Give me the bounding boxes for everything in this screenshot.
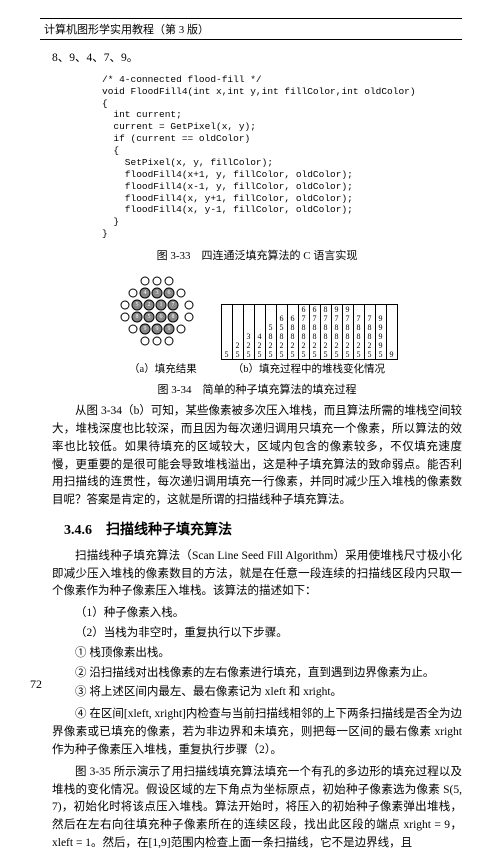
svg-text:4: 4 <box>143 290 146 296</box>
para-3: 图 3-35 所示演示了用扫描线填充算法填充一个有孔的多边形的填充过程以及堆栈的… <box>52 764 462 853</box>
dots-grid-svg: 4 3 6 5 2 1 7 8 5 6 8 9 9 9 <box>117 273 197 353</box>
book-title: 计算机图形学实用教程（第 3 版） <box>40 21 462 37</box>
svg-text:3: 3 <box>155 290 158 296</box>
svg-text:1: 1 <box>159 302 162 308</box>
list-item: （1）种子像素入栈。 <box>52 605 462 623</box>
stack-diagram: 5525235245285528565288652887652887652887… <box>221 304 398 360</box>
svg-text:9: 9 <box>167 326 170 332</box>
section-heading: 3.4.6 扫描线种子填充算法 <box>64 520 462 542</box>
list-item: ① 栈顶像素出栈。 <box>52 645 462 663</box>
svg-text:6: 6 <box>159 314 162 320</box>
list-item: ② 沿扫描线对出栈像素的左右像素进行填充，直到遇到边界像素为止。 <box>52 665 462 683</box>
para-1: 从图 3-34（b）可知，某些像素被多次压入堆栈，而且算法所需的堆栈空间较大，堆… <box>52 403 462 510</box>
svg-text:9: 9 <box>155 326 158 332</box>
svg-text:5: 5 <box>135 302 138 308</box>
para-2: 扫描线种子填充算法（Scan Line Seed Fill Algorithm）… <box>52 548 462 601</box>
fig-3-33-caption: 图 3-33 四连通泛填充算法的 C 语言实现 <box>52 248 462 265</box>
svg-text:8: 8 <box>171 314 174 320</box>
seq-text: 8、9、4、7、9。 <box>52 50 462 68</box>
fig34-sub-b: （b）填充过程中的堆栈变化情况 <box>233 362 385 378</box>
page-number: 72 <box>30 677 42 692</box>
svg-text:6: 6 <box>167 290 170 296</box>
svg-text:2: 2 <box>147 302 150 308</box>
svg-text:5: 5 <box>147 314 150 320</box>
list-item: （2）当栈为非空时，重复执行以下步骤。 <box>52 625 462 643</box>
svg-text:8: 8 <box>135 314 138 320</box>
item-4: ④ 在区间[xleft, xright]内检查与当前扫描线相邻的上下两条扫描线是… <box>52 706 462 759</box>
svg-text:7: 7 <box>171 302 174 308</box>
fig-3-34-caption: 图 3-34 简单的种子填充算法的填充过程 <box>52 382 462 399</box>
fig34-sub-a: （a）填充结果 <box>129 362 197 378</box>
svg-text:9: 9 <box>143 326 146 332</box>
code-listing: /* 4-connected flood-fill */ void FloodF… <box>102 74 462 240</box>
figure-3-34: 4 3 6 5 2 1 7 8 5 6 8 9 9 9 5525235245285528565288… <box>52 273 462 360</box>
list-item: ③ 将上述区间内最左、最右像素记为 xleft 和 xright。 <box>52 684 462 702</box>
